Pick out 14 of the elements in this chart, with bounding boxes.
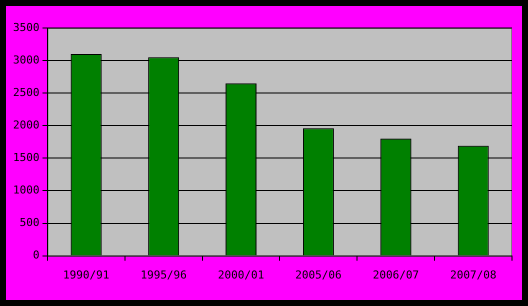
y-tick-label: 1500 <box>12 151 40 164</box>
x-tick-label: 2007/08 <box>450 268 496 282</box>
x-tick-label: 2006/07 <box>372 268 420 282</box>
y-tick-label: 0 <box>32 248 40 262</box>
x-tick-label: 1995/96 <box>140 268 187 282</box>
x-tick-label: 1990/91 <box>63 268 110 282</box>
y-tick-label: 3500 <box>12 20 40 34</box>
y-tick-label: 1000 <box>12 184 40 197</box>
y-tick-label: 2500 <box>12 86 40 99</box>
x-tick-label: 2000/01 <box>218 268 264 282</box>
y-tick-label: 2000 <box>12 118 40 132</box>
x-tick-label: 2005/06 <box>295 268 342 282</box>
y-tick-label: 3000 <box>12 53 40 66</box>
y-tick-label: 500 <box>20 216 40 230</box>
